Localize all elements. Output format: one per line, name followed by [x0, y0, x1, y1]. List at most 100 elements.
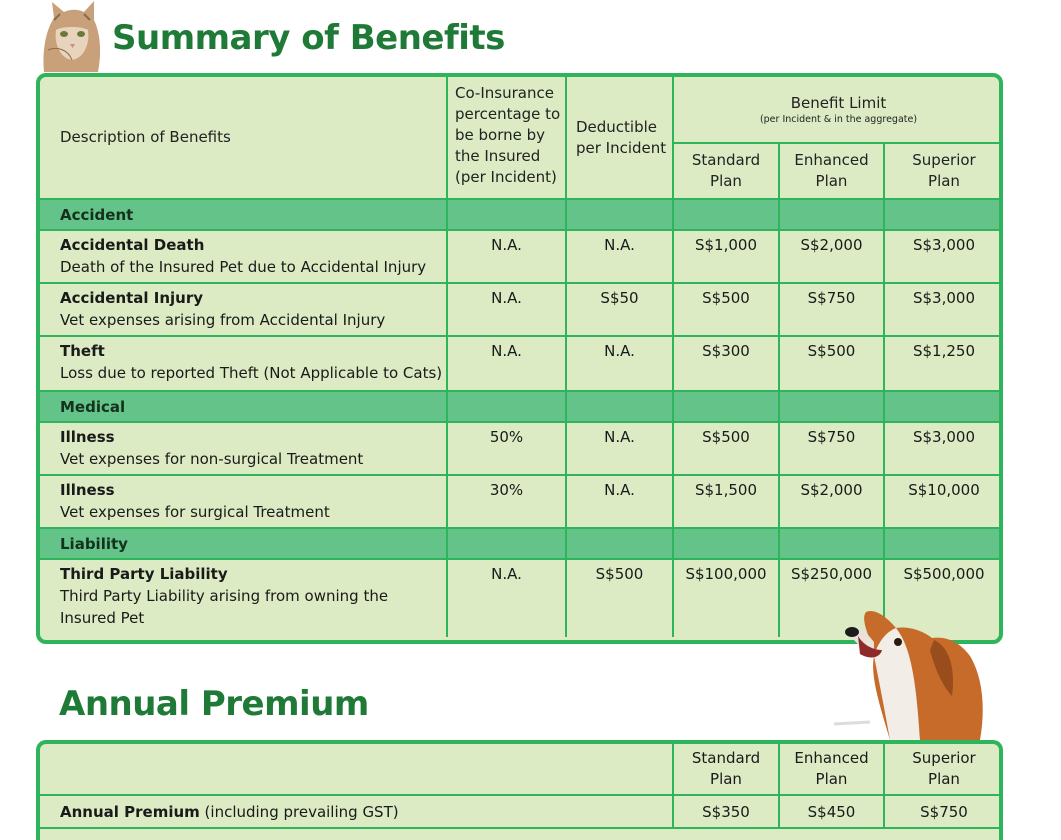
coinsurance-cell: 50% — [446, 421, 567, 476]
benefit-name: Illness — [60, 428, 115, 446]
benefit-description: Third Party Liability Third Party Liabili… — [40, 558, 448, 637]
section-label: Liability — [40, 527, 448, 560]
deductible-cell: N.A. — [565, 474, 674, 529]
section-row-medical: Medical — [40, 390, 999, 423]
deductible-cell: S$50 — [565, 282, 674, 337]
header-coinsurance: Co-Insurance percentage to be borne by t… — [446, 77, 567, 200]
header-enhanced-plan: Enhanced Plan — [778, 142, 885, 200]
coinsurance-cell: N.A. — [446, 229, 567, 284]
superior-cell: S$10,000 — [883, 474, 999, 529]
benefit-name: Accidental Injury — [60, 289, 204, 307]
premium-superior-cell: S$750 — [883, 794, 999, 829]
coinsurance-cell: N.A. — [446, 282, 567, 337]
benefit-description: Illness Vet expenses for non-surgical Tre… — [40, 421, 448, 476]
benefits-table: Description of Benefits Co-Insurance per… — [40, 77, 999, 637]
header-deductible-line: Deductible — [576, 117, 658, 136]
table-row: Theft Loss due to reported Theft (Not App… — [40, 335, 999, 392]
header-deductible: Deductible per Incident — [565, 77, 674, 200]
benefits-table-card: Description of Benefits Co-Insurance per… — [36, 73, 1003, 644]
premium-header-blank — [40, 744, 674, 796]
standard-cell: S$500 — [672, 421, 780, 476]
standard-cell: S$300 — [672, 335, 780, 392]
table-row: Illness Vet expenses for surgical Treatme… — [40, 474, 999, 529]
premium-header-superior: Superior Plan — [883, 744, 999, 796]
superior-cell: S$1,250 — [883, 335, 999, 392]
premium-row: Annual Premium (including prevailing GST… — [40, 794, 999, 829]
deductible-cell: N.A. — [565, 421, 674, 476]
enhanced-cell: S$500 — [778, 335, 885, 392]
enhanced-cell: S$750 — [778, 421, 885, 476]
plan-suffix: Plan — [710, 172, 742, 190]
enhanced-cell: S$750 — [778, 282, 885, 337]
header-coinsurance-line: Co-Insurance — [455, 84, 554, 102]
dog-illustration — [833, 610, 983, 740]
premium-label: Annual Premium (including prevailing GST… — [40, 794, 674, 829]
plan-suffix: Plan — [928, 172, 960, 190]
plan-name: Superior — [912, 151, 976, 169]
plan-suffix: Plan — [815, 770, 848, 788]
table-row: Third Party Liability Third Party Liabili… — [40, 558, 999, 637]
benefit-detail: Third Party Liability arising from ownin… — [60, 587, 389, 627]
benefit-detail: Loss due to reported Theft (Not Applicab… — [60, 364, 443, 382]
header-coinsurance-line: be borne by — [455, 126, 546, 144]
premium-standard-cell: S$350 — [672, 794, 780, 829]
header-coinsurance-line: (per Incident) — [455, 168, 557, 186]
header-description: Description of Benefits — [40, 77, 448, 200]
premium-header-enhanced: Enhanced Plan — [778, 744, 885, 796]
coinsurance-cell: 30% — [446, 474, 567, 529]
enhanced-cell: S$2,000 — [778, 229, 885, 284]
standard-cell: S$500 — [672, 282, 780, 337]
premium-enhanced-cell: S$450 — [778, 794, 885, 829]
benefit-detail: Death of the Insured Pet due to Accident… — [60, 258, 427, 276]
premium-header-standard: Standard Plan — [672, 744, 780, 796]
benefit-detail: Vet expenses for surgical Treatment — [60, 503, 330, 521]
superior-cell: S$500,000 — [883, 558, 999, 637]
standard-cell: S$100,000 — [672, 558, 780, 637]
section-label: Medical — [40, 390, 448, 423]
premium-label-rest: (including prevailing GST) — [199, 802, 399, 821]
benefit-detail: Vet expenses arising from Accidental Inj… — [60, 311, 386, 329]
header-coinsurance-line: the Insured — [455, 147, 541, 165]
enhanced-cell: S$2,000 — [778, 474, 885, 529]
header-deductible-line: per Incident — [576, 138, 667, 157]
section-label: Accident — [40, 198, 448, 231]
deductible-cell: N.A. — [565, 229, 674, 284]
benefit-limit-label: Benefit Limit — [790, 94, 887, 112]
superior-cell: S$3,000 — [883, 229, 999, 284]
premium-table: Standard Plan Enhanced Plan Superior Plan A… — [40, 744, 999, 829]
section-row-liability: Liability — [40, 527, 999, 560]
section-row-accident: Accident — [40, 198, 999, 231]
plan-name: Enhanced — [794, 151, 869, 169]
premium-label-bold: Annual Premium — [60, 802, 200, 821]
plan-suffix: Plan — [928, 770, 960, 788]
table-row: Accidental Injury Vet expenses arising fr… — [40, 282, 999, 337]
premium-table-card: Standard Plan Enhanced Plan Superior Plan A… — [36, 740, 1003, 840]
header-standard-plan: Standard Plan — [673, 142, 780, 200]
benefit-name: Accidental Death — [60, 236, 205, 254]
benefit-name: Illness — [60, 481, 115, 499]
deductible-cell: S$500 — [565, 558, 674, 637]
benefit-description: Theft Loss due to reported Theft (Not App… — [40, 335, 448, 392]
deductible-cell: N.A. — [565, 335, 674, 392]
benefit-detail: Vet expenses for non-surgical Treatment — [60, 450, 364, 468]
standard-cell: S$1,000 — [672, 229, 780, 284]
header-superior-plan: Superior Plan — [883, 142, 999, 200]
benefit-limit-note: (per Incident & in the aggregate) — [759, 114, 918, 125]
plan-name: Standard — [691, 151, 761, 169]
header-coinsurance-line: percentage to — [455, 105, 561, 123]
superior-cell: S$3,000 — [883, 282, 999, 337]
benefit-description: Accidental Injury Vet expenses arising fr… — [40, 282, 448, 337]
benefit-name: Theft — [60, 342, 105, 360]
plan-name: Standard — [691, 749, 761, 767]
header-benefit-limit: Benefit Limit (per Incident & in the agg… — [672, 77, 999, 144]
benefit-name: Third Party Liability — [60, 565, 228, 583]
plan-suffix: Plan — [710, 770, 742, 788]
superior-cell: S$3,000 — [883, 421, 999, 476]
benefit-description: Accidental Death Death of the Insured Pet… — [40, 229, 448, 284]
coinsurance-cell: N.A. — [446, 558, 567, 637]
coinsurance-cell: N.A. — [446, 335, 567, 392]
plan-name: Enhanced — [794, 749, 869, 767]
table-row: Illness Vet expenses for non-surgical Tre… — [40, 421, 999, 476]
table-row: Accidental Death Death of the Insured Pet… — [40, 229, 999, 284]
annual-premium-title: Annual Premium — [59, 684, 369, 724]
